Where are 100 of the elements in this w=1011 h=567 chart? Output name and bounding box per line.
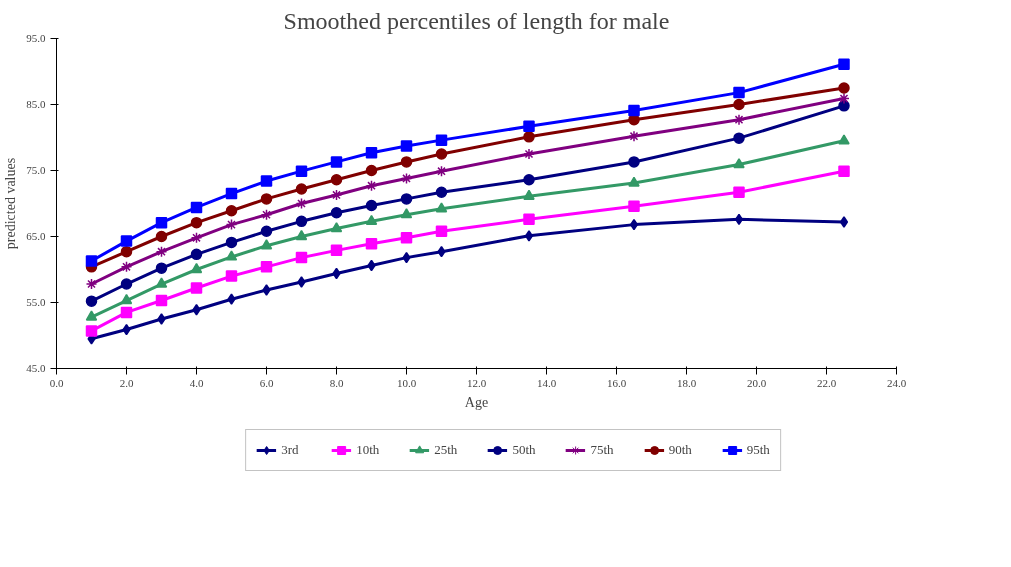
legend-label: 3rd (281, 441, 300, 458)
point (227, 293, 236, 305)
point (330, 174, 343, 186)
point (733, 132, 745, 144)
x-axis-title: Age (464, 394, 489, 410)
point (523, 131, 535, 143)
point (155, 294, 168, 307)
point (733, 86, 745, 99)
x-tick-label: 4.0 (189, 376, 204, 389)
point (365, 164, 378, 177)
point (225, 218, 238, 231)
point (190, 201, 203, 214)
point (838, 134, 850, 145)
y-tick-label: 75.0 (26, 164, 46, 176)
x-tick-label: 0.0 (49, 376, 64, 389)
point (330, 244, 343, 257)
x-tick-label: 12.0 (466, 376, 487, 389)
point (435, 186, 448, 199)
legend-label: 75th (590, 441, 614, 458)
point (628, 176, 640, 187)
point (400, 172, 413, 185)
point (155, 277, 168, 288)
point (260, 261, 273, 273)
point (523, 213, 535, 226)
point (400, 193, 413, 205)
legend-label: 10th (356, 441, 380, 458)
point (295, 251, 308, 264)
x-tick-label: 2.0 (119, 376, 134, 389)
point (523, 148, 535, 160)
point (120, 261, 133, 273)
point (523, 174, 535, 186)
point (120, 306, 133, 319)
point (225, 250, 238, 261)
point (190, 232, 203, 244)
point (225, 236, 238, 249)
point (225, 270, 238, 282)
point (330, 156, 343, 168)
point (838, 82, 850, 94)
point (260, 225, 273, 237)
point (120, 235, 133, 247)
point (192, 304, 201, 316)
point (155, 216, 168, 229)
point (365, 238, 378, 250)
point (295, 215, 308, 228)
point (839, 216, 849, 228)
point (85, 278, 98, 290)
y-tick-label: 45.0 (26, 362, 46, 374)
point (435, 148, 448, 160)
point (400, 140, 413, 152)
point (155, 245, 168, 258)
point (190, 248, 203, 261)
point (260, 193, 273, 205)
point (400, 232, 413, 244)
x-tick-label: 22.0 (816, 376, 837, 389)
point (365, 199, 378, 212)
x-tick-label: 14.0 (536, 376, 557, 389)
point (365, 179, 378, 192)
point (629, 218, 639, 231)
point (628, 200, 640, 212)
legend-label: 95th (746, 441, 770, 458)
point (400, 156, 413, 168)
point (435, 202, 448, 213)
point (120, 294, 133, 305)
point (260, 208, 273, 221)
point (365, 146, 378, 159)
point (297, 276, 306, 288)
point (838, 58, 850, 70)
point (295, 183, 308, 195)
point (295, 165, 308, 177)
point (330, 189, 343, 201)
x-tick-label: 24.0 (886, 376, 907, 389)
point (733, 98, 745, 111)
point (295, 197, 308, 210)
point (435, 165, 448, 177)
y-tick-label: 95.0 (26, 32, 46, 44)
point (120, 245, 133, 258)
point (225, 187, 238, 200)
point (190, 282, 203, 294)
point (85, 295, 98, 307)
point (733, 158, 745, 169)
point (524, 230, 534, 242)
legend-label: 50th (512, 441, 536, 458)
point (190, 262, 203, 274)
point (734, 213, 744, 226)
y-tick-label: 65.0 (26, 230, 46, 242)
point (85, 310, 98, 321)
x-tick-label: 20.0 (746, 376, 767, 389)
point (365, 214, 378, 225)
x-tick-label: 10.0 (396, 376, 417, 389)
point (155, 230, 168, 243)
point (628, 104, 640, 117)
x-tick-label: 18.0 (676, 376, 697, 389)
point (435, 134, 448, 146)
x-tick-label: 16.0 (606, 376, 627, 389)
y-tick-label: 85.0 (26, 98, 46, 110)
point (157, 313, 166, 325)
point (628, 156, 640, 168)
point (523, 120, 535, 133)
legend-label: 25th (434, 441, 458, 458)
point (262, 284, 271, 296)
